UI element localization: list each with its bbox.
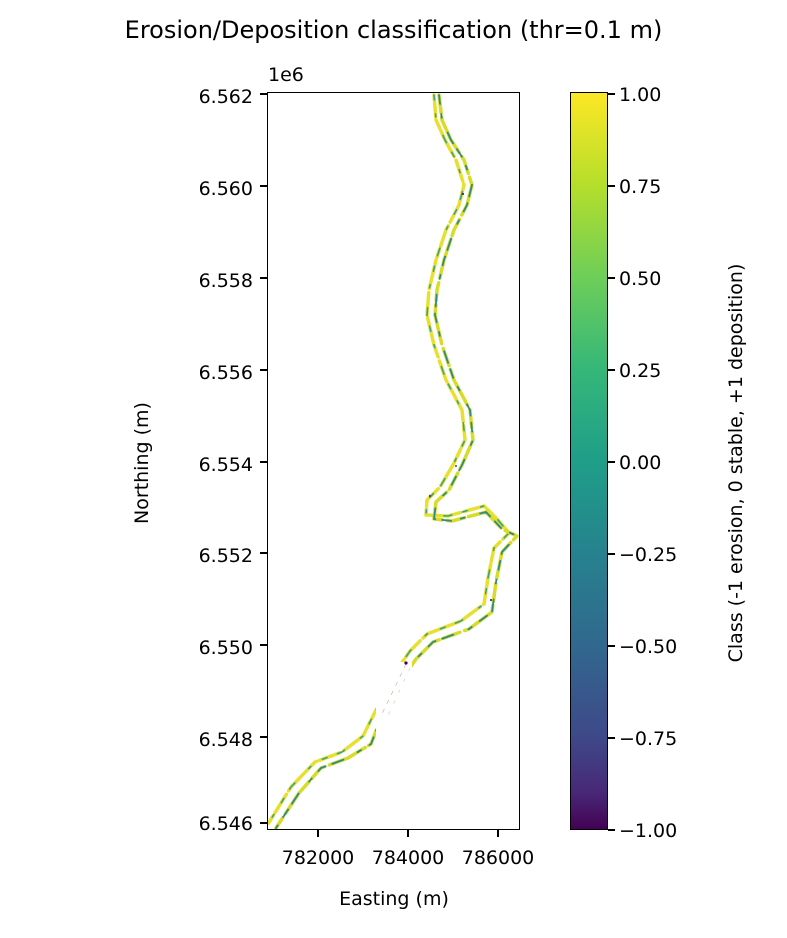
y-tick xyxy=(260,369,267,371)
x-axis-label: Easting (m) xyxy=(339,888,449,910)
colorbar-tick-label: 1.00 xyxy=(619,84,662,106)
y-tick-label: 6.552 xyxy=(198,545,253,567)
colorbar-tick xyxy=(608,185,615,187)
chart-title: Erosion/Deposition classification (thr=0… xyxy=(124,16,663,44)
colorbar-tick-label: 0.75 xyxy=(619,176,662,198)
colorbar-tick-label: 0.00 xyxy=(619,452,662,474)
colorbar-tick xyxy=(608,737,615,739)
y-tick xyxy=(260,277,267,279)
y-tick-label: 6.548 xyxy=(198,729,253,751)
colorbar-tick xyxy=(608,553,615,555)
colorbar-tick-label: 0.25 xyxy=(619,360,662,382)
x-tick-label: 782000 xyxy=(281,847,355,869)
colorbar-tick xyxy=(608,461,615,463)
colorbar-tick-label: −0.25 xyxy=(619,544,678,566)
plot-area xyxy=(267,92,520,830)
colorbar-tick-label: −1.00 xyxy=(619,820,678,842)
colorbar-tick-label: 0.50 xyxy=(619,268,662,290)
y-tick xyxy=(260,461,267,463)
y-tick-label: 6.550 xyxy=(198,637,253,659)
y-axis-offset-label: 1e6 xyxy=(268,64,304,86)
x-tick-label: 784000 xyxy=(371,847,445,869)
x-tick xyxy=(317,830,319,837)
colorbar xyxy=(570,92,608,830)
colorbar-tick-label: −0.75 xyxy=(619,728,678,750)
y-tick-label: 6.556 xyxy=(198,362,253,384)
colorbar-tick xyxy=(608,829,615,831)
colorbar-label: Class (-1 erosion, 0 stable, +1 depositi… xyxy=(725,263,747,663)
y-tick-label: 6.560 xyxy=(198,178,253,200)
x-tick xyxy=(497,830,499,837)
colorbar-tick xyxy=(608,277,615,279)
y-tick xyxy=(260,644,267,646)
y-tick-label: 6.562 xyxy=(198,86,253,108)
y-tick xyxy=(260,552,267,554)
colorbar-tick-label: −0.50 xyxy=(619,636,678,658)
y-axis-label: Northing (m) xyxy=(131,402,153,524)
x-tick xyxy=(407,830,409,837)
colorbar-tick xyxy=(608,93,615,95)
y-tick-label: 6.546 xyxy=(198,813,253,835)
x-tick-label: 786000 xyxy=(461,847,535,869)
y-tick xyxy=(260,185,267,187)
y-tick xyxy=(260,93,267,95)
colorbar-tick xyxy=(608,645,615,647)
y-tick-label: 6.554 xyxy=(198,454,253,476)
y-tick xyxy=(260,822,267,824)
colorbar-tick xyxy=(608,369,615,371)
y-tick xyxy=(260,736,267,738)
y-tick-label: 6.558 xyxy=(198,270,253,292)
